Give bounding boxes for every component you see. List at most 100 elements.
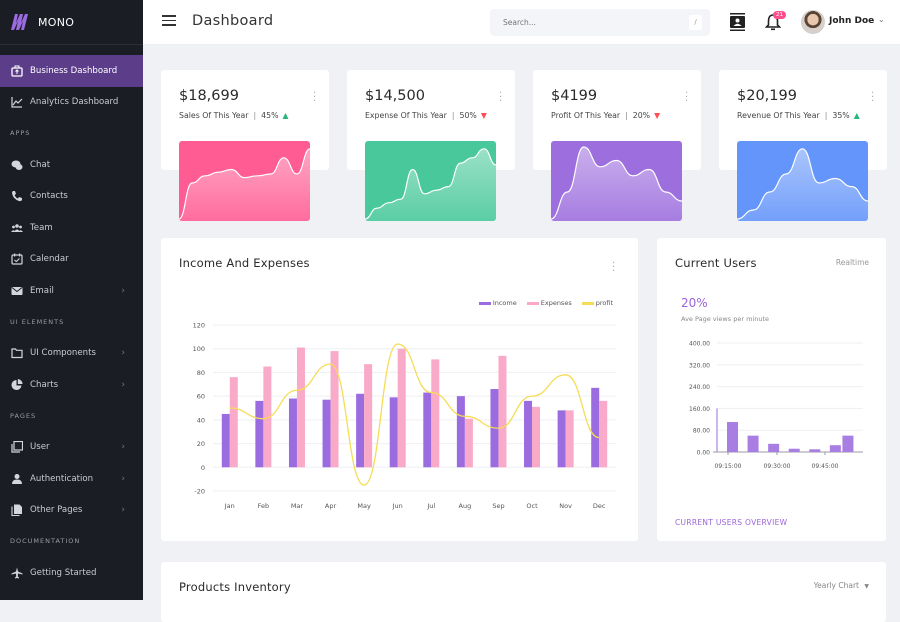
top-header: Dashboard / 21 John Doe ⌄ bbox=[143, 0, 900, 45]
bar-income[interactable] bbox=[322, 399, 331, 468]
more-options-icon[interactable]: · · · bbox=[871, 88, 875, 107]
bar-income[interactable] bbox=[591, 387, 600, 468]
x-tick-label: May bbox=[357, 502, 371, 510]
bar-expenses[interactable] bbox=[464, 418, 473, 468]
search-shortcut: / bbox=[689, 15, 702, 30]
avatar[interactable] bbox=[801, 10, 825, 34]
sidebar-nav: Business Dashboard Analytics Dashboard APP… bbox=[0, 45, 143, 589]
sidebar-item-analytics-dashboard[interactable]: Analytics Dashboard bbox=[0, 87, 143, 119]
bar-expenses[interactable] bbox=[229, 377, 238, 468]
stat-percent: 50% bbox=[459, 111, 477, 120]
stat-value: $18,699 bbox=[179, 88, 239, 104]
sidebar-item-calendar[interactable]: Calendar bbox=[0, 244, 143, 276]
y-tick-label: 80 bbox=[197, 369, 205, 377]
legend-item-income[interactable]: Income bbox=[478, 299, 517, 307]
users-bar[interactable] bbox=[829, 445, 841, 452]
more-options-icon[interactable]: · · · bbox=[612, 258, 616, 277]
search-box: / bbox=[490, 9, 710, 36]
bar-expenses[interactable] bbox=[364, 364, 373, 468]
search-input[interactable] bbox=[490, 9, 670, 36]
bar-income[interactable] bbox=[557, 410, 566, 468]
bar-income[interactable] bbox=[456, 396, 465, 468]
bar-income[interactable] bbox=[423, 392, 432, 468]
bar-income[interactable] bbox=[356, 393, 365, 468]
chart-line-icon bbox=[10, 95, 24, 109]
email-icon bbox=[10, 284, 24, 298]
legend-item-profit[interactable]: profit bbox=[581, 299, 613, 307]
bar-income[interactable] bbox=[221, 413, 230, 468]
sidebar-item-label: Charts bbox=[30, 379, 59, 390]
bar-expenses[interactable] bbox=[532, 406, 541, 468]
more-options-icon[interactable]: · · · bbox=[313, 88, 317, 107]
sparkline-area bbox=[365, 148, 496, 221]
brand[interactable]: MONO bbox=[0, 0, 143, 45]
sparkline-line bbox=[551, 146, 682, 220]
chart-legend: Income Expenses profit bbox=[478, 299, 613, 307]
legend-swatch bbox=[526, 301, 539, 305]
sidebar-item-contacts[interactable]: Contacts bbox=[0, 181, 143, 213]
users-bar[interactable] bbox=[788, 448, 800, 452]
bar-expenses[interactable] bbox=[296, 347, 305, 468]
menu-toggle-icon[interactable] bbox=[162, 15, 176, 26]
trend-down-icon: ▼ bbox=[654, 111, 661, 120]
folder-icon bbox=[10, 346, 24, 360]
y-tick-label: 120 bbox=[193, 322, 205, 330]
separator: | bbox=[824, 111, 828, 120]
users-bar[interactable] bbox=[747, 435, 759, 452]
contacts-icon[interactable] bbox=[730, 13, 745, 31]
users-bar[interactable] bbox=[809, 449, 821, 452]
x-tick-label: Aug bbox=[459, 502, 472, 510]
y-tick-label: 40 bbox=[197, 416, 205, 424]
bar-income[interactable] bbox=[255, 400, 264, 468]
stat-label-text: Profit Of This Year bbox=[551, 111, 621, 120]
sidebar-item-team[interactable]: Team bbox=[0, 212, 143, 244]
bar-expenses[interactable] bbox=[263, 366, 272, 468]
user-name[interactable]: John Doe bbox=[829, 16, 875, 26]
sparkline-chart bbox=[179, 141, 310, 221]
sidebar-item-ui-components[interactable]: UI Components › bbox=[0, 338, 143, 370]
x-tick-label: Jun bbox=[392, 502, 403, 510]
sidebar-item-charts[interactable]: Charts › bbox=[0, 369, 143, 401]
x-tick-label: 09:15:00 bbox=[715, 463, 742, 470]
sidebar-item-getting-started[interactable]: Getting Started bbox=[0, 557, 143, 589]
more-options-icon[interactable]: · · · bbox=[499, 88, 503, 107]
panel-title: Income And Expenses bbox=[179, 256, 310, 270]
sidebar-item-chat[interactable]: Chat bbox=[0, 149, 143, 181]
bar-expenses[interactable] bbox=[397, 348, 406, 468]
briefcase-icon bbox=[10, 64, 24, 78]
sidebar-item-other-pages[interactable]: Other Pages › bbox=[0, 495, 143, 527]
current-users-overview-link[interactable]: CURRENT USERS OVERVIEW bbox=[675, 518, 788, 527]
sparkline-area bbox=[551, 147, 682, 221]
trend-up-icon: ▲ bbox=[282, 111, 289, 120]
legend-label: profit bbox=[595, 299, 613, 307]
sparkline-line bbox=[179, 148, 310, 220]
bar-expenses[interactable] bbox=[330, 351, 339, 468]
profit-line[interactable] bbox=[229, 343, 600, 486]
y-tick-label: 20 bbox=[197, 440, 205, 448]
current-users-chart: 0.00 80.00 160.00 240.00 320.00 400.00 09:15:0… bbox=[689, 341, 863, 470]
bar-expenses[interactable] bbox=[565, 410, 574, 468]
sidebar-item-email[interactable]: Email › bbox=[0, 275, 143, 307]
separator: | bbox=[625, 111, 628, 120]
sidebar-item-label: UI Components bbox=[30, 348, 96, 359]
yearly-chart-dropdown[interactable]: Yearly Chart ▼ bbox=[814, 581, 869, 590]
more-options-icon[interactable]: · · · bbox=[685, 88, 689, 107]
sidebar-item-authentication[interactable]: Authentication › bbox=[0, 463, 143, 495]
sidebar-item-business-dashboard[interactable]: Business Dashboard bbox=[0, 55, 143, 87]
bar-expenses[interactable] bbox=[431, 359, 440, 468]
users-bar[interactable] bbox=[768, 443, 780, 452]
y-tick-label: 0 bbox=[201, 464, 205, 472]
users-bar[interactable] bbox=[727, 422, 738, 452]
stat-value: $4199 bbox=[551, 88, 598, 104]
bar-income[interactable] bbox=[288, 398, 297, 468]
users-bar[interactable] bbox=[842, 435, 854, 452]
bar-expenses[interactable] bbox=[599, 400, 608, 468]
bar-income[interactable] bbox=[389, 397, 398, 468]
phone-icon bbox=[10, 189, 24, 203]
sidebar-item-user[interactable]: User › bbox=[0, 432, 143, 464]
legend-item-expenses[interactable]: Expenses bbox=[526, 299, 572, 307]
chevron-down-icon[interactable]: ⌄ bbox=[878, 15, 885, 24]
bar-expenses[interactable] bbox=[498, 355, 507, 468]
stat-value: $20,199 bbox=[737, 88, 797, 104]
bar-income[interactable] bbox=[524, 400, 533, 468]
